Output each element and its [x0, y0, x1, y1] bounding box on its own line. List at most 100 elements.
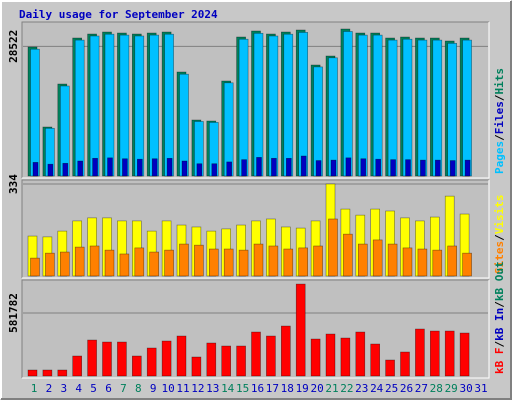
panel-bevel	[21, 179, 489, 278]
x-tick-label: 23	[355, 382, 368, 395]
bar	[444, 330, 455, 377]
x-tick-label: 5	[90, 382, 97, 395]
legend-entry: Visits	[493, 195, 506, 235]
bar	[283, 248, 294, 277]
bar	[355, 331, 366, 377]
x-tick-label: 27	[415, 382, 428, 395]
x-tick-label: 4	[75, 382, 82, 395]
legend-entry: Files	[493, 101, 506, 134]
bar	[196, 163, 203, 177]
bar	[343, 31, 353, 177]
bar	[330, 159, 337, 177]
legend: Pages/Files/Hits	[493, 68, 506, 174]
x-tick-label: 13	[206, 382, 219, 395]
legend-separator: /	[493, 94, 506, 101]
legend-separator: /	[493, 134, 506, 141]
bar	[432, 39, 443, 177]
bar	[360, 158, 367, 177]
bar	[313, 245, 323, 277]
bar	[405, 159, 411, 177]
bar	[206, 342, 217, 377]
bar	[313, 66, 323, 177]
bar	[62, 162, 69, 177]
bar	[104, 249, 115, 277]
x-tick-label: 18	[281, 382, 294, 395]
bar	[238, 249, 249, 277]
bar	[271, 157, 277, 177]
bar	[402, 38, 413, 177]
bar	[434, 159, 441, 177]
legend-entry: Sites	[493, 241, 506, 274]
bar	[370, 343, 381, 377]
bar	[253, 243, 264, 277]
bar	[59, 85, 70, 177]
bar	[420, 159, 426, 177]
bar	[119, 253, 130, 277]
bar	[149, 34, 159, 177]
bar	[459, 332, 470, 377]
bar	[45, 252, 55, 277]
panel-bevel	[22, 22, 490, 179]
bar	[429, 330, 440, 377]
bar	[295, 283, 306, 377]
x-tick-label: 29	[445, 382, 458, 395]
bar	[151, 158, 158, 177]
bar	[357, 243, 368, 277]
legend-separator: /	[493, 301, 506, 308]
bar	[310, 338, 321, 377]
legend: Sites/Visits	[493, 195, 506, 275]
bar	[102, 341, 112, 377]
bar	[298, 32, 309, 177]
bar	[449, 160, 456, 177]
bar	[375, 158, 382, 177]
bar	[236, 345, 246, 377]
x-tick-label: 1	[31, 382, 38, 395]
bar	[87, 339, 97, 377]
bar	[74, 246, 85, 277]
bar	[30, 48, 40, 177]
bar	[372, 239, 383, 277]
bar	[400, 351, 410, 377]
x-tick-label: 12	[191, 382, 204, 395]
bar	[251, 331, 261, 377]
bar	[176, 335, 187, 377]
bar	[325, 333, 336, 377]
bar	[253, 32, 264, 177]
x-tick-label: 16	[251, 382, 264, 395]
bar	[283, 33, 294, 177]
legend-entry: Hits	[493, 68, 506, 95]
bar	[191, 356, 202, 377]
bar	[462, 252, 472, 277]
x-tick-label: 20	[310, 382, 323, 395]
panel-bevel	[21, 279, 489, 378]
bar	[268, 35, 279, 177]
bar	[298, 247, 309, 277]
x-tick-label: 26	[400, 382, 413, 395]
bar	[161, 340, 172, 377]
bar	[57, 369, 68, 377]
y-tick-label: 581782	[7, 293, 20, 333]
bar	[340, 337, 351, 377]
legend-entry: Pages	[493, 141, 506, 174]
bar	[27, 369, 38, 377]
bar	[166, 157, 173, 177]
x-tick-label: 10	[161, 382, 174, 395]
chart-title: Daily usage for September 2024	[19, 8, 218, 21]
panel-bevel	[22, 280, 490, 379]
bar	[385, 359, 395, 377]
bar	[447, 245, 458, 277]
x-tick-label: 17	[266, 382, 279, 395]
legend-separator: /	[493, 341, 506, 348]
x-tick-label: 2	[46, 382, 53, 395]
bar	[122, 158, 128, 177]
bar	[89, 245, 100, 277]
bar	[447, 42, 458, 177]
bar	[59, 251, 70, 277]
x-tick-label: 24	[370, 382, 384, 395]
bar	[134, 247, 145, 277]
x-tick-label: 19	[296, 382, 309, 395]
x-tick-label: 8	[135, 382, 142, 395]
bar	[137, 158, 143, 177]
bar	[164, 249, 174, 277]
